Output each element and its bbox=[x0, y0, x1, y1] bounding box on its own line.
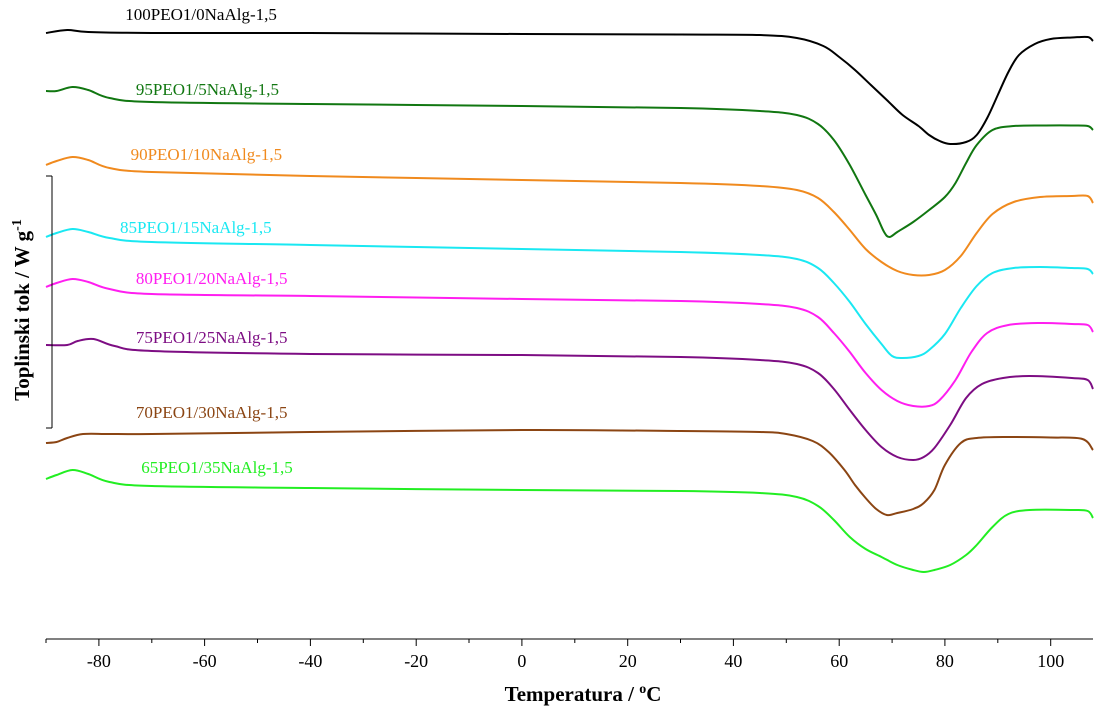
x-axis-title: Temperatura / oC bbox=[505, 682, 662, 706]
series-label-5: 75PEO1/25NaAlg-1,5 bbox=[136, 328, 288, 347]
x-tick-label-2: -40 bbox=[298, 651, 322, 671]
series-line-5 bbox=[45, 337, 1094, 462]
x-tick-label-1: -60 bbox=[193, 651, 217, 671]
series-label-7: 65PEO1/35NaAlg-1,5 bbox=[141, 458, 293, 477]
series-line-2 bbox=[45, 155, 1094, 277]
series-line-4 bbox=[45, 277, 1094, 408]
x-tick-label-9: 100 bbox=[1037, 651, 1064, 671]
series-label-6: 70PEO1/30NaAlg-1,5 bbox=[136, 403, 288, 422]
x-axis-title-unit: C bbox=[646, 682, 661, 706]
series-label-0: 100PEO1/0NaAlg-1,5 bbox=[125, 5, 277, 24]
x-axis-title-text: Temperatura / bbox=[505, 682, 640, 706]
x-tick-label-5: 20 bbox=[619, 651, 637, 671]
x-tick-label-0: -80 bbox=[87, 651, 111, 671]
x-tick-label-6: 40 bbox=[724, 651, 742, 671]
series-label-4: 80PEO1/20NaAlg-1,5 bbox=[136, 269, 288, 288]
series-label-3: 85PEO1/15NaAlg-1,5 bbox=[120, 218, 272, 237]
series-layer bbox=[45, 28, 1094, 574]
series-line-1 bbox=[45, 85, 1094, 239]
series-labels-layer: 100PEO1/0NaAlg-1,5 95PEO1/5NaAlg-1,5 90PEO… bbox=[120, 5, 293, 477]
x-axis-title-sup: o bbox=[639, 682, 646, 697]
x-tick-label-7: 60 bbox=[830, 651, 848, 671]
series-label-2: 90PEO1/10NaAlg-1,5 bbox=[131, 145, 283, 164]
y-axis-title: Toplinski tok / W g-1 bbox=[10, 219, 34, 401]
series-line-6 bbox=[45, 428, 1094, 517]
x-tick-label-8: 80 bbox=[936, 651, 954, 671]
x-tick-label-4: 0 bbox=[517, 651, 526, 671]
x-axis: -80 -60 -40 -20 0 20 40 60 80 100 bbox=[45, 638, 1093, 671]
series-line-0 bbox=[45, 28, 1094, 146]
series-label-1: 95PEO1/5NaAlg-1,5 bbox=[136, 80, 279, 99]
x-tick-label-3: -20 bbox=[404, 651, 428, 671]
y-axis-title-sup: -1 bbox=[10, 219, 25, 231]
series-line-3 bbox=[45, 227, 1094, 360]
series-line-7 bbox=[45, 468, 1094, 574]
y-axis-title-text: Toplinski tok / W g bbox=[10, 230, 34, 401]
